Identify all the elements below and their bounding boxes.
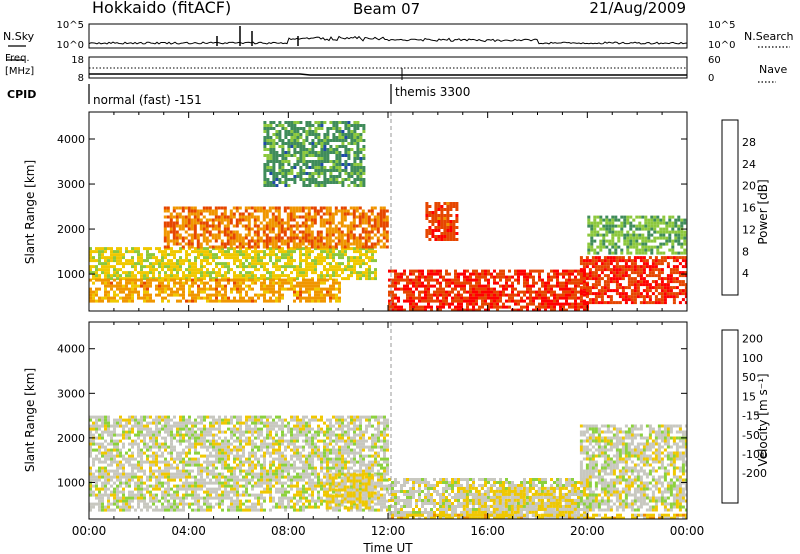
- vel-region-5: [388, 513, 687, 519]
- cpid-label: CPID: [7, 88, 36, 101]
- velocity-axes: 1000 2000 3000 4000: [57, 322, 688, 519]
- velocity-colorbar: 200 100 50 15 -15 -50 -100 -200: [721, 329, 767, 504]
- velocity-colorbar-label: Velocity [m s⁻¹]: [756, 373, 770, 466]
- vel-region-0: [89, 415, 389, 512]
- freq-tick-left-bottom: 8: [78, 73, 84, 84]
- freq-label: Freq.: [5, 53, 30, 64]
- cb-vel-frame: [721, 329, 739, 504]
- cb-vel-tick-6: -100: [742, 448, 767, 461]
- noise-panel: N.Sky 10^5 10^0 10^5 10^0 N.Search: [3, 20, 794, 51]
- vel-ytick-label-3: 4000: [57, 343, 85, 356]
- freq-unit-label: [MHz]: [5, 66, 34, 77]
- noise-tick-right-top: 10^5: [708, 20, 735, 31]
- cpid-segment-1: normal (fast) -151: [93, 93, 202, 107]
- noise-tick-left-bottom: 10^0: [57, 40, 84, 51]
- x-tick-labels: 00:00 04:00 08:00 12:00 16:00 20:00 00:00: [72, 524, 705, 538]
- power-axes: 1000 2000 3000 4000: [57, 112, 688, 311]
- freq-panel: Freq. [MHz] 18 8 60 0 Nave: [5, 53, 787, 84]
- cb-power-tick-2: 12: [742, 223, 756, 236]
- nave-label: Nave: [759, 63, 787, 76]
- cb-vel-tick-7: -200: [742, 467, 767, 480]
- cb-vel-tick-1: 100: [742, 352, 763, 365]
- cb-power-frame: [721, 119, 739, 296]
- velocity-ylabel: Slant Range [km]: [23, 368, 37, 472]
- cpid-strip: CPID normal (fast) -151 themis 3300: [7, 84, 470, 107]
- plot-title: Hokkaido (fitACF): [92, 0, 231, 17]
- power-ytick-label-0: 1000: [57, 268, 85, 281]
- freq-tick-right-bottom: 0: [708, 73, 714, 84]
- velocity-panel: 1000 2000 3000 4000 Slant Range [km]: [23, 321, 688, 520]
- power-region-5: [579, 256, 687, 305]
- cpid-segment-2: themis 3300: [395, 85, 470, 99]
- noise-trace: [88, 26, 688, 46]
- vel-region-3: [462, 486, 577, 519]
- power-ytick-label-2: 3000: [57, 178, 85, 191]
- vel-ytick-label-1: 2000: [57, 432, 85, 445]
- noise-tick-right-bottom: 10^0: [708, 40, 735, 51]
- power-colorbar: 4 8 12 16 20 24 28: [721, 119, 756, 296]
- x-tick-label-2: 08:00: [271, 524, 306, 538]
- x-tick-label-3: 12:00: [371, 524, 406, 538]
- power-data: [89, 121, 687, 311]
- x-tick-label-4: 16:00: [470, 524, 505, 538]
- nsearch-label: N.Search: [744, 30, 794, 43]
- vel-region-2: [579, 424, 687, 512]
- velocity-data: [89, 415, 687, 519]
- freq-tick-right-top: 60: [708, 55, 721, 66]
- cb-vel-tick-4: -15: [742, 410, 760, 423]
- cb-vel-tick-3: 15: [742, 390, 756, 403]
- x-axis-label: Time UT: [362, 541, 413, 554]
- x-tick-label-5: 20:00: [570, 524, 605, 538]
- power-region-0: [89, 247, 377, 281]
- cb-power-tick-1: 8: [742, 245, 749, 258]
- cb-power-tick-0: 4: [742, 267, 749, 280]
- power-ytick-label-3: 4000: [57, 133, 85, 146]
- cb-power-tick-4: 20: [742, 180, 756, 193]
- beam-label: Beam 07: [353, 0, 420, 18]
- power-region-6: [587, 215, 687, 255]
- cb-power-tick-6: 28: [742, 136, 756, 149]
- x-tick-label-6: 00:00: [670, 524, 705, 538]
- power-region-4: [425, 202, 459, 241]
- power-colorbar-label: Power [dB]: [756, 179, 770, 244]
- nsky-label: N.Sky: [3, 30, 35, 43]
- cb-vel-tick-0: 200: [742, 333, 763, 346]
- power-region-7: [263, 121, 366, 187]
- power-region-1: [89, 278, 341, 303]
- noise-sky-line: [88, 35, 688, 45]
- power-ytick-label-1: 2000: [57, 223, 85, 236]
- vel-ytick-label-0: 1000: [57, 476, 85, 489]
- power-region-3: [388, 269, 589, 311]
- cb-vel-tick-2: 50: [742, 371, 756, 384]
- freq-trace: [89, 73, 687, 76]
- noise-tick-left-top: 10^5: [57, 20, 84, 31]
- power-region-2: [163, 206, 389, 249]
- vel-region-4: [325, 473, 377, 510]
- cb-power-tick-5: 24: [742, 158, 756, 171]
- x-tick-label-0: 00:00: [72, 524, 107, 538]
- vel-ytick-label-2: 3000: [57, 387, 85, 400]
- cb-vel-tick-5: -50: [742, 429, 760, 442]
- freq-tick-left-top: 18: [71, 55, 84, 66]
- x-tick-label-1: 04:00: [171, 524, 206, 538]
- power-ylabel: Slant Range [km]: [23, 160, 37, 264]
- date-label: 21/Aug/2009: [589, 0, 686, 17]
- power-panel: 1000 2000 3000 4000 Slant Range [km]: [23, 111, 688, 312]
- cb-power-tick-3: 16: [742, 202, 756, 215]
